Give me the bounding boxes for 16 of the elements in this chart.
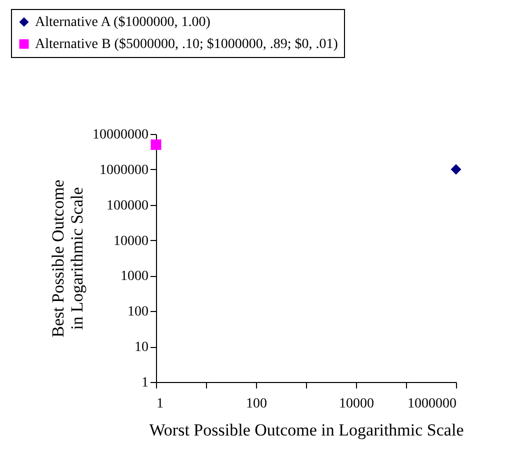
y-tick-label: 10 [134,340,148,356]
y-tick-label: 10000000 [92,128,148,142]
x-tick-label: 1000000 [408,396,456,412]
y-tick-label: 100000 [106,198,148,214]
y-tick-label: 100 [128,304,148,320]
x-tick-label: 100 [246,396,267,412]
y-tick-label: 1000 [120,269,148,284]
y-axis-title: Best Possible Outcome in Logarithmic Scale [48,180,86,338]
x-tick-label: 1 [156,396,164,412]
legend-label: Alternative B ($5000000, .10; $1000000, .89; $0, .01) [35,37,338,52]
y-tick-label: 1000000 [100,162,148,178]
x-axis-title: Worst Possible Outcome in Logarithmic Scale [149,420,464,440]
y-tick-label: 1 [142,376,148,390]
legend-label: Alternative A ($1000000, 1.00) [35,15,211,30]
y-tick-label: 10000 [114,234,148,249]
x-tick-label: 10000 [339,396,374,412]
